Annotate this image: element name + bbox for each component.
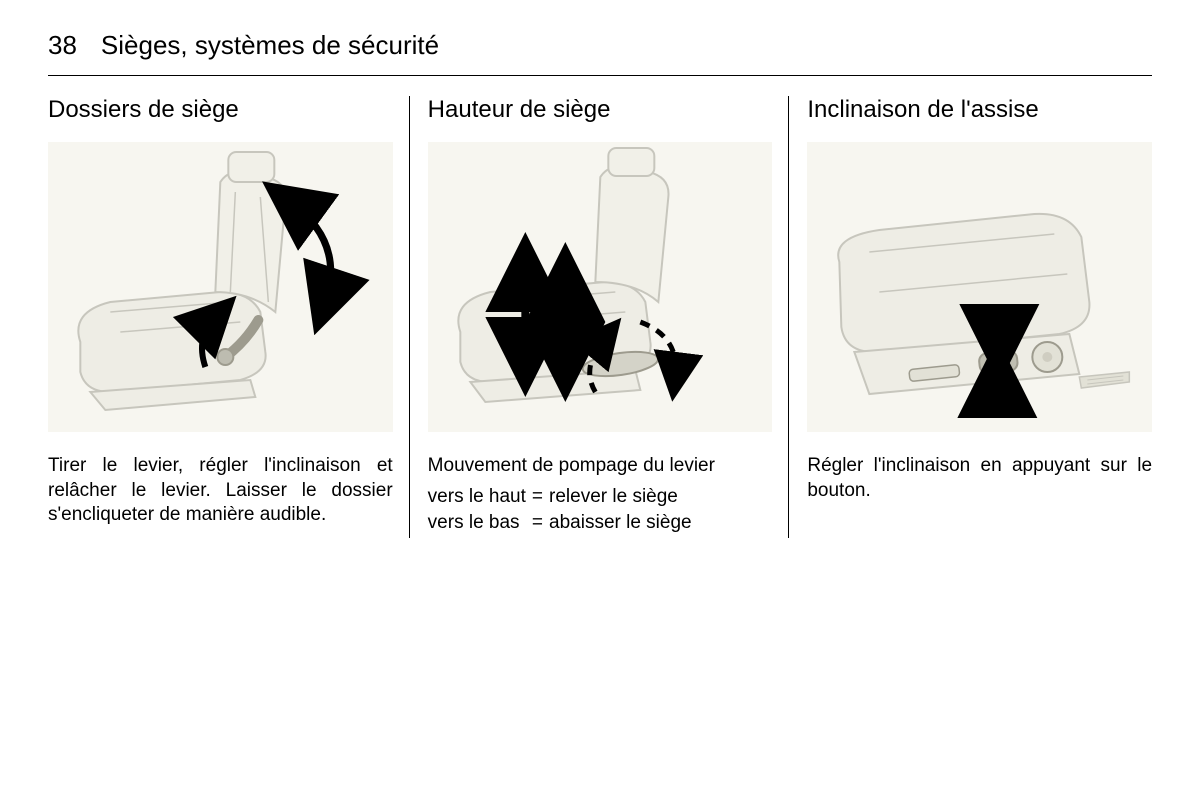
eq-cell: = bbox=[532, 511, 549, 538]
col-backrest: Dossiers de siège bbox=[48, 96, 410, 538]
illustration-height bbox=[428, 142, 773, 432]
col-tilt: Inclinaison de l'assise bbox=[789, 96, 1152, 538]
section-text: Régler l'inclinaison en appuyant sur le … bbox=[807, 454, 1152, 503]
direction-table: vers le haut = relever le siège vers le … bbox=[428, 485, 698, 538]
illustration-tilt bbox=[807, 142, 1152, 432]
page-header: 38 Sièges, systèmes de sécurité bbox=[48, 30, 1152, 76]
col-height: Hauteur de siège bbox=[410, 96, 790, 538]
chapter-title: Sièges, systèmes de sécurité bbox=[101, 30, 439, 61]
dir-cell: vers le bas bbox=[428, 511, 532, 538]
illustration-backrest bbox=[48, 142, 393, 432]
dir-cell: vers le haut bbox=[428, 485, 532, 512]
eff-cell: abaisser le siège bbox=[549, 511, 698, 538]
section-intro: Mouvement de pompage du levier bbox=[428, 454, 773, 479]
table-row: vers le haut = relever le siège bbox=[428, 485, 698, 512]
section-title: Inclinaison de l'assise bbox=[807, 96, 1152, 124]
table-row: vers le bas = abaisser le siège bbox=[428, 511, 698, 538]
content-columns: Dossiers de siège bbox=[48, 96, 1152, 538]
page-number: 38 bbox=[48, 30, 77, 61]
section-title: Dossiers de siège bbox=[48, 96, 393, 124]
eff-cell: relever le siège bbox=[549, 485, 698, 512]
section-text: Tirer le levier, régler l'inclinaison et… bbox=[48, 454, 393, 528]
section-title: Hauteur de siège bbox=[428, 96, 773, 124]
eq-cell: = bbox=[532, 485, 549, 512]
